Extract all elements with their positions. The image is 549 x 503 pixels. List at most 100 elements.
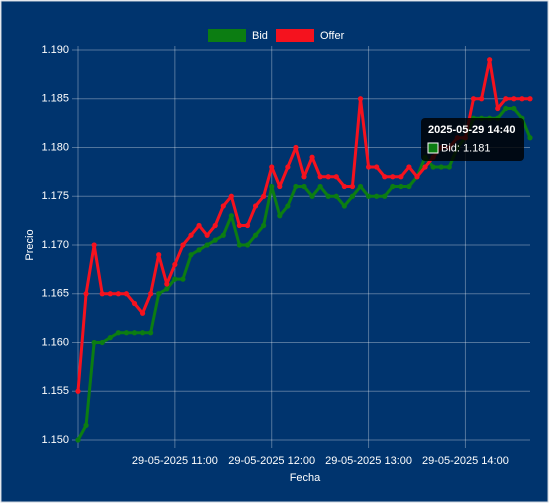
y-tick-label: 1.185	[41, 93, 69, 105]
y-tick-label: 1.170	[41, 239, 69, 251]
data-point	[188, 232, 194, 238]
data-point	[390, 174, 396, 180]
data-point	[511, 96, 517, 102]
data-point	[236, 222, 243, 229]
y-axis-title: Precio	[24, 229, 36, 260]
data-point	[131, 300, 138, 307]
data-point	[172, 276, 178, 282]
data-point	[131, 330, 138, 336]
data-point	[228, 213, 234, 219]
data-point	[325, 193, 331, 199]
data-point	[430, 164, 436, 170]
data-point	[204, 242, 210, 248]
data-point	[333, 174, 339, 180]
data-point	[156, 252, 162, 258]
tooltip-box	[421, 118, 524, 161]
tooltip-label: Bid: 1.181	[441, 142, 491, 154]
data-point	[123, 330, 130, 336]
data-point	[277, 213, 283, 219]
data-point	[107, 291, 113, 297]
data-point	[374, 193, 380, 199]
data-point	[349, 193, 356, 199]
data-point	[156, 291, 162, 297]
x-tick-label: 29-05-2025 12:00	[228, 455, 315, 467]
data-point	[228, 193, 234, 199]
legend-swatch	[208, 29, 246, 42]
data-point	[75, 388, 81, 394]
data-point	[333, 193, 339, 199]
data-point	[269, 164, 275, 170]
data-point	[293, 183, 299, 190]
data-point	[325, 174, 331, 180]
data-point	[212, 237, 218, 243]
data-point	[341, 203, 347, 209]
data-point	[172, 261, 178, 268]
data-point	[374, 164, 380, 170]
data-point	[269, 183, 275, 190]
data-point	[511, 105, 517, 112]
data-point	[478, 96, 485, 102]
data-point	[301, 174, 307, 180]
data-point	[75, 437, 81, 443]
data-point	[91, 242, 97, 248]
data-point	[285, 203, 291, 209]
tooltip-swatch	[427, 142, 439, 154]
data-point	[148, 330, 154, 336]
data-point	[382, 174, 388, 180]
data-point	[212, 222, 218, 229]
y-tick-label: 1.160	[41, 336, 69, 348]
data-point	[309, 193, 315, 199]
data-point	[188, 252, 194, 258]
data-point	[317, 174, 323, 180]
data-point	[382, 193, 388, 199]
data-point	[301, 183, 307, 190]
data-point	[83, 422, 89, 428]
data-point	[406, 164, 412, 170]
data-point	[519, 96, 525, 102]
data-point	[341, 183, 347, 190]
data-point	[365, 164, 372, 170]
data-point	[277, 183, 283, 190]
data-point	[527, 96, 533, 102]
tooltip: 2025-05-29 14:40 Bid: 1.181	[421, 118, 524, 161]
data-point	[220, 232, 226, 238]
data-point	[164, 281, 170, 287]
y-tick-label: 1.155	[41, 385, 69, 397]
tooltip-title: 2025-05-29 14:40	[428, 124, 515, 136]
data-point	[252, 232, 259, 238]
data-point	[470, 96, 477, 102]
data-point	[357, 96, 364, 102]
data-point	[285, 164, 291, 170]
data-point	[317, 183, 323, 190]
data-point	[164, 286, 170, 292]
legend-label: Bid	[252, 30, 268, 42]
data-point	[398, 174, 404, 180]
y-tick-label: 1.165	[41, 288, 69, 300]
x-tick-label: 29-05-2025 11:00	[132, 455, 218, 467]
data-point	[503, 105, 509, 112]
y-tick-label: 1.190	[41, 44, 69, 56]
data-point	[115, 330, 121, 336]
data-point	[115, 291, 121, 297]
data-point	[349, 183, 356, 190]
data-point	[487, 57, 493, 63]
data-point	[398, 183, 404, 190]
data-point	[446, 164, 452, 170]
data-point	[503, 96, 509, 102]
data-point	[83, 291, 89, 297]
data-point	[357, 183, 364, 190]
data-point	[406, 183, 412, 190]
data-point	[365, 193, 372, 199]
data-point	[390, 183, 396, 190]
x-tick-label: 29-05-2025 14:00	[422, 455, 509, 467]
data-point	[527, 135, 533, 141]
data-point	[139, 310, 146, 316]
data-point	[99, 339, 105, 346]
data-point	[252, 203, 259, 209]
data-point	[244, 242, 251, 248]
data-point	[99, 291, 105, 297]
data-point	[236, 242, 243, 248]
